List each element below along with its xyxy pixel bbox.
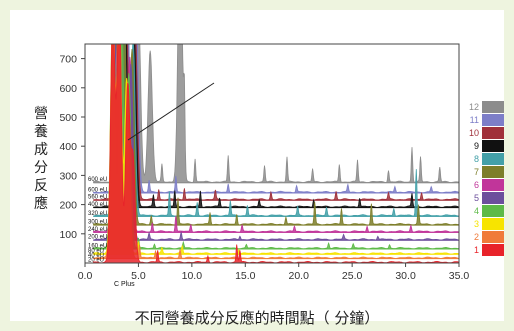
axis-note: C Plus	[114, 281, 135, 288]
channel-label: 600 eU	[88, 177, 107, 183]
legend-label-3: 3	[474, 219, 479, 229]
y-tick-label: 700	[59, 54, 77, 66]
legend-swatch-10	[482, 127, 504, 139]
legend-label-6: 6	[474, 180, 479, 190]
legend-label-10: 10	[469, 128, 479, 138]
annotation-line	[127, 82, 215, 141]
x-tick-label: 10.0	[182, 270, 203, 282]
legend-swatch-9	[482, 140, 504, 152]
legend-label-9: 9	[474, 141, 479, 151]
y-tick-label: 400	[59, 141, 77, 153]
y-tick-label: 500	[59, 112, 77, 124]
y-tick-label: 600	[59, 83, 77, 95]
y-tick-label: 300	[59, 170, 77, 182]
legend-label-2: 2	[474, 232, 479, 242]
legend-swatch-6	[482, 179, 504, 191]
channel-label: 160 eU	[88, 243, 107, 249]
x-tick-label: 20.0	[288, 270, 309, 282]
legend-label-1: 1	[474, 245, 479, 255]
x-tick-label: 5.0	[131, 270, 146, 282]
x-tick-label: 0.0	[78, 270, 93, 282]
x-tick-label: 25.0	[342, 270, 363, 282]
legend-swatch-5	[482, 192, 504, 204]
series-trace-12	[93, 44, 459, 184]
chart-card	[10, 10, 504, 321]
channel-label: 600 eU	[88, 187, 107, 193]
legend-swatch-12	[482, 101, 504, 113]
x-tick-label: 15.0	[235, 270, 256, 282]
plot-frame	[84, 43, 460, 264]
channel-label: 240 eU	[88, 227, 107, 233]
y-tick-label: 100	[59, 229, 77, 241]
legend-swatch-4	[482, 205, 504, 217]
channel-label: 320 eU	[88, 211, 107, 217]
legend-label-8: 8	[474, 154, 479, 164]
channel-label: 300 eU	[88, 220, 107, 226]
legend-swatch-2	[482, 231, 504, 243]
chart-legend: 12 11 10 9 8 7 6 5 4 3 2 1	[469, 101, 504, 256]
channel-label: 560 eU	[88, 195, 107, 201]
legend-swatch-7	[482, 166, 504, 178]
legend-label-12: 12	[469, 102, 479, 112]
legend-swatch-3	[482, 218, 504, 230]
x-axis-label: 不同營養成分反應的時間點（ 分鐘）	[134, 309, 380, 327]
channel-label: 20 eU	[88, 258, 104, 264]
y-axis-label: 營養成分反應	[34, 106, 48, 212]
legend-label-11: 11	[470, 115, 479, 125]
channel-label: 200 eU	[88, 235, 107, 241]
x-tick-label: 35.0	[449, 270, 470, 282]
legend-label-7: 7	[474, 167, 479, 177]
chart-axes: 0.0 5.0 10.0 15.0 20.0 25.0 30.0 35.0 100 200 300 4…	[59, 43, 470, 282]
channel-label: 80 eU	[88, 249, 104, 255]
x-tick-label: 30.0	[395, 270, 416, 282]
legend-swatch-8	[482, 153, 504, 165]
legend-label-4: 4	[474, 206, 479, 216]
y-tick-label: 200	[59, 200, 77, 212]
channel-label: 40 eU	[88, 253, 104, 259]
legend-swatch-11	[482, 114, 504, 126]
legend-label-5: 5	[474, 193, 479, 203]
channel-label: 400 eU	[88, 202, 107, 208]
legend-swatch-1	[482, 244, 504, 256]
